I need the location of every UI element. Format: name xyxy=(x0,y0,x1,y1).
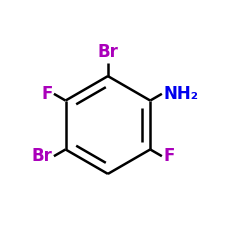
Text: NH₂: NH₂ xyxy=(163,85,198,103)
Text: Br: Br xyxy=(98,44,118,62)
Text: F: F xyxy=(41,85,53,103)
Text: F: F xyxy=(163,147,174,165)
Text: Br: Br xyxy=(32,147,53,165)
